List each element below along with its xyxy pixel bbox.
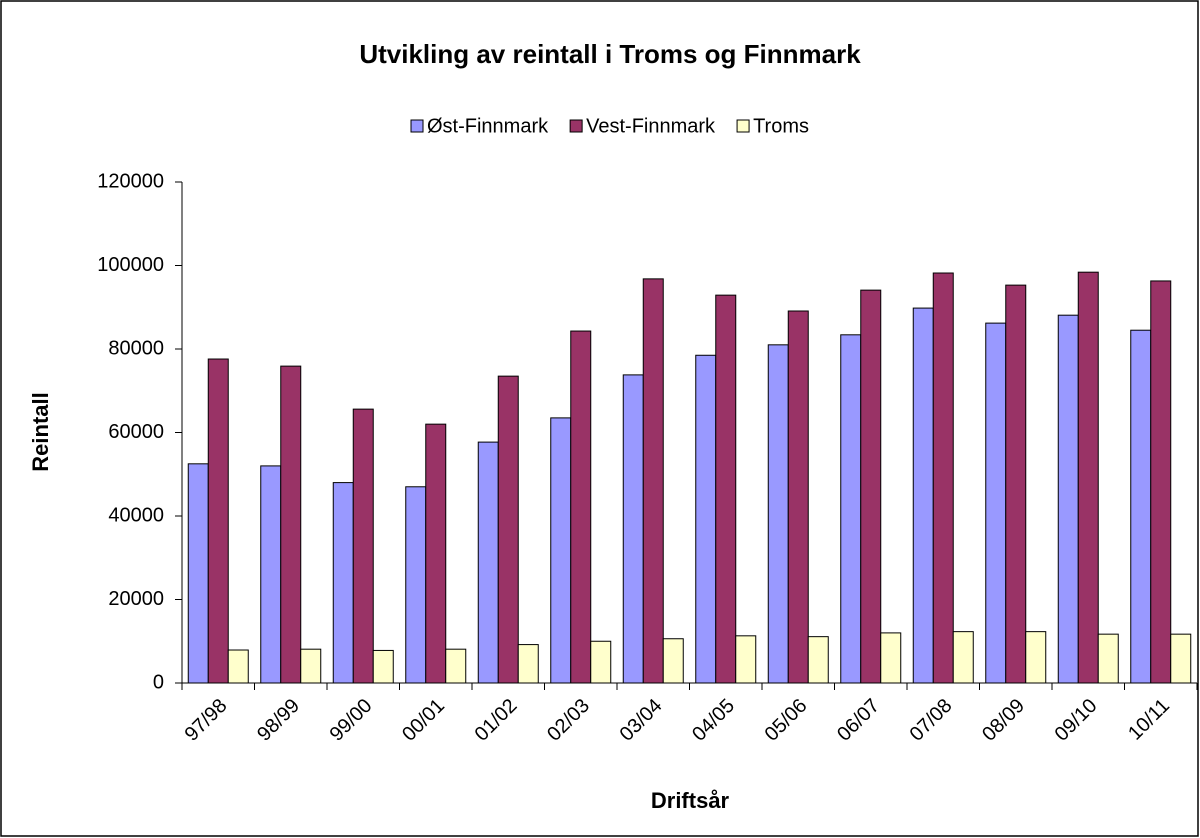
y-tick-label: 100000 <box>97 254 164 276</box>
bar <box>767 344 789 684</box>
bar <box>807 636 829 684</box>
bar <box>352 408 374 684</box>
legend-label: Øst-Finnmark <box>427 115 549 137</box>
bar <box>372 649 394 684</box>
bar <box>280 365 302 684</box>
bar <box>550 417 572 684</box>
bar <box>840 334 862 684</box>
bar <box>880 632 902 684</box>
bar <box>260 465 282 684</box>
bar <box>985 322 1007 684</box>
chart-title: Utvikling av reintall i Troms og Finnmar… <box>359 39 861 69</box>
y-axis-label: Reintall <box>28 392 53 471</box>
legend-label: Troms <box>753 115 809 137</box>
legend-swatch <box>736 119 750 133</box>
y-tick-label: 60000 <box>108 421 164 443</box>
y-tick-label: 120000 <box>97 170 164 192</box>
bar <box>695 354 717 684</box>
bar <box>912 307 934 684</box>
legend-label: Vest-Finnmark <box>586 115 716 137</box>
y-tick-label: 40000 <box>108 504 164 526</box>
bar <box>1170 633 1192 684</box>
bar <box>787 310 809 684</box>
bar <box>952 631 974 684</box>
bar <box>1005 284 1027 684</box>
bar <box>932 272 954 684</box>
legend-swatch <box>410 119 424 133</box>
bar <box>445 648 467 684</box>
bar <box>517 644 539 684</box>
bar <box>642 278 664 684</box>
bar <box>1097 633 1119 684</box>
bar <box>735 635 757 684</box>
bar <box>497 375 519 684</box>
bar <box>227 649 249 684</box>
bar <box>622 374 644 684</box>
bar <box>300 648 322 684</box>
bar <box>1077 271 1099 684</box>
bar <box>425 423 447 684</box>
bar <box>860 289 882 684</box>
bar <box>477 441 499 684</box>
bar <box>715 294 737 684</box>
bar <box>662 638 684 684</box>
y-tick-label: 20000 <box>108 588 164 610</box>
bar <box>207 358 229 684</box>
bar <box>405 486 427 684</box>
bar <box>1025 631 1047 684</box>
bar <box>570 330 592 684</box>
y-tick-label: 80000 <box>108 337 164 359</box>
bar <box>1150 280 1172 684</box>
bar <box>187 463 209 684</box>
bar <box>1130 329 1152 684</box>
bar <box>1057 314 1079 684</box>
bar <box>332 482 354 684</box>
bar <box>590 640 612 684</box>
y-tick-label: 0 <box>153 671 164 693</box>
x-axis-label: Driftsår <box>651 788 730 813</box>
legend-swatch <box>569 119 583 133</box>
